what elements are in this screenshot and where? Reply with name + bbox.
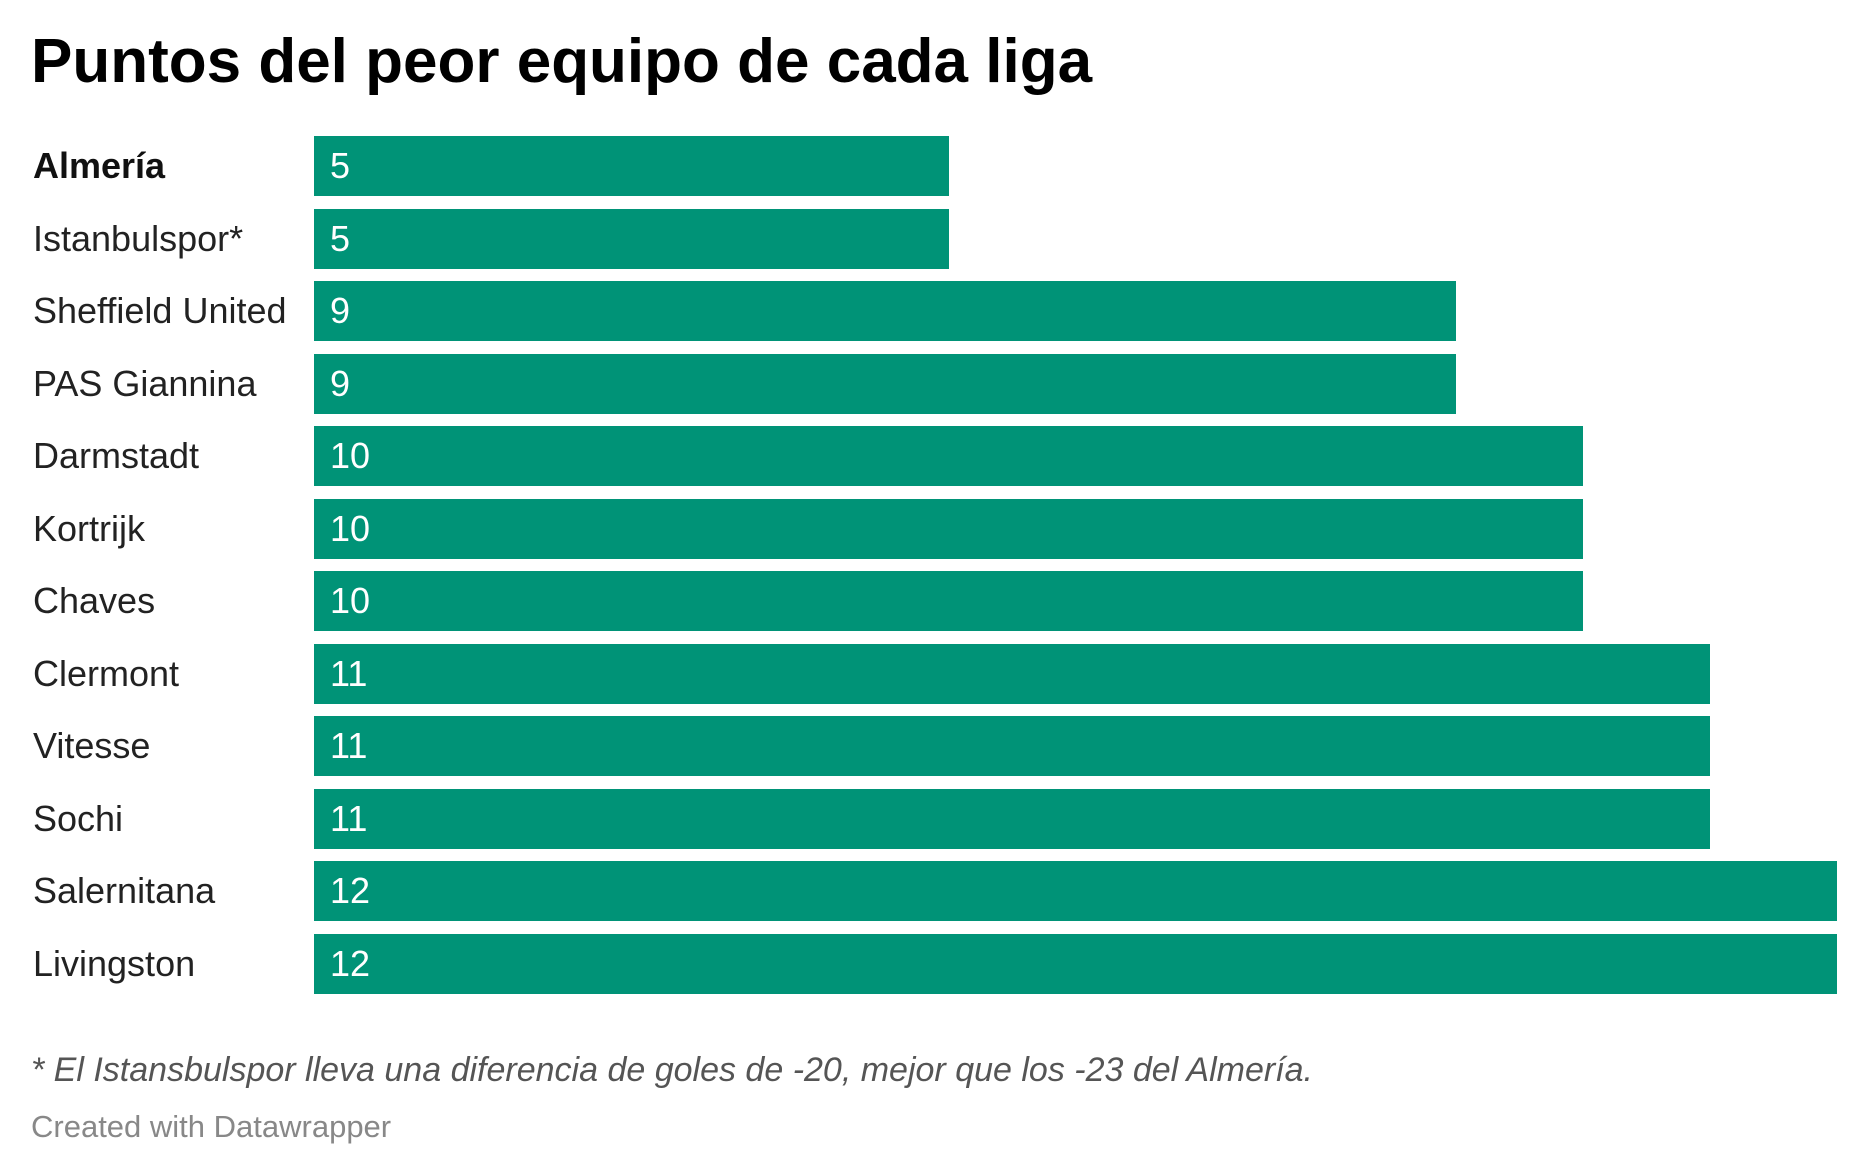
category-label: Livingston <box>33 942 196 984</box>
bar <box>314 353 1457 414</box>
bar <box>314 281 1457 341</box>
category-label: Istanbulspor* <box>33 217 244 259</box>
category-label: Darmstadt <box>33 435 200 476</box>
bar-value-label: 10 <box>330 507 371 549</box>
category-label: Vitesse <box>33 725 151 766</box>
category-label: Chaves <box>33 580 156 621</box>
bar-value-label: 9 <box>330 290 351 331</box>
bar <box>314 716 1711 776</box>
bar-value-label: 11 <box>330 652 368 694</box>
bar-value-label: 9 <box>330 362 351 404</box>
category-label: Sochi <box>33 797 124 839</box>
bar-value-label: 11 <box>330 725 368 766</box>
category-label: Kortrijk <box>33 507 146 549</box>
chart-credit: Created with Datawrapper <box>31 1109 392 1144</box>
bar <box>314 208 949 269</box>
bar <box>314 643 1711 704</box>
bar-value-label: 5 <box>330 217 351 259</box>
bar-value-label: 12 <box>330 870 371 911</box>
bar <box>314 498 1584 559</box>
category-label: PAS Giannina <box>33 362 257 404</box>
bar-value-label: 10 <box>330 580 371 621</box>
category-label: Salernitana <box>33 870 216 911</box>
bar <box>314 788 1711 849</box>
bar <box>314 571 1584 631</box>
bar <box>314 933 1837 994</box>
bar-value-label: 12 <box>330 942 371 984</box>
category-label: Clermont <box>33 652 180 694</box>
bar <box>314 861 1837 921</box>
chart-title: Puntos del peor equipo de cada liga <box>31 27 1093 96</box>
bar-value-label: 5 <box>330 145 351 186</box>
bar-value-label: 11 <box>330 797 368 839</box>
bar <box>314 136 949 196</box>
chart-footnote: * El Istansbulspor lleva una diferencia … <box>31 1051 1314 1089</box>
bar <box>314 426 1584 486</box>
bar-value-label: 10 <box>330 435 371 476</box>
category-label: Sheffield United <box>33 290 287 331</box>
category-label: Almería <box>33 145 166 186</box>
